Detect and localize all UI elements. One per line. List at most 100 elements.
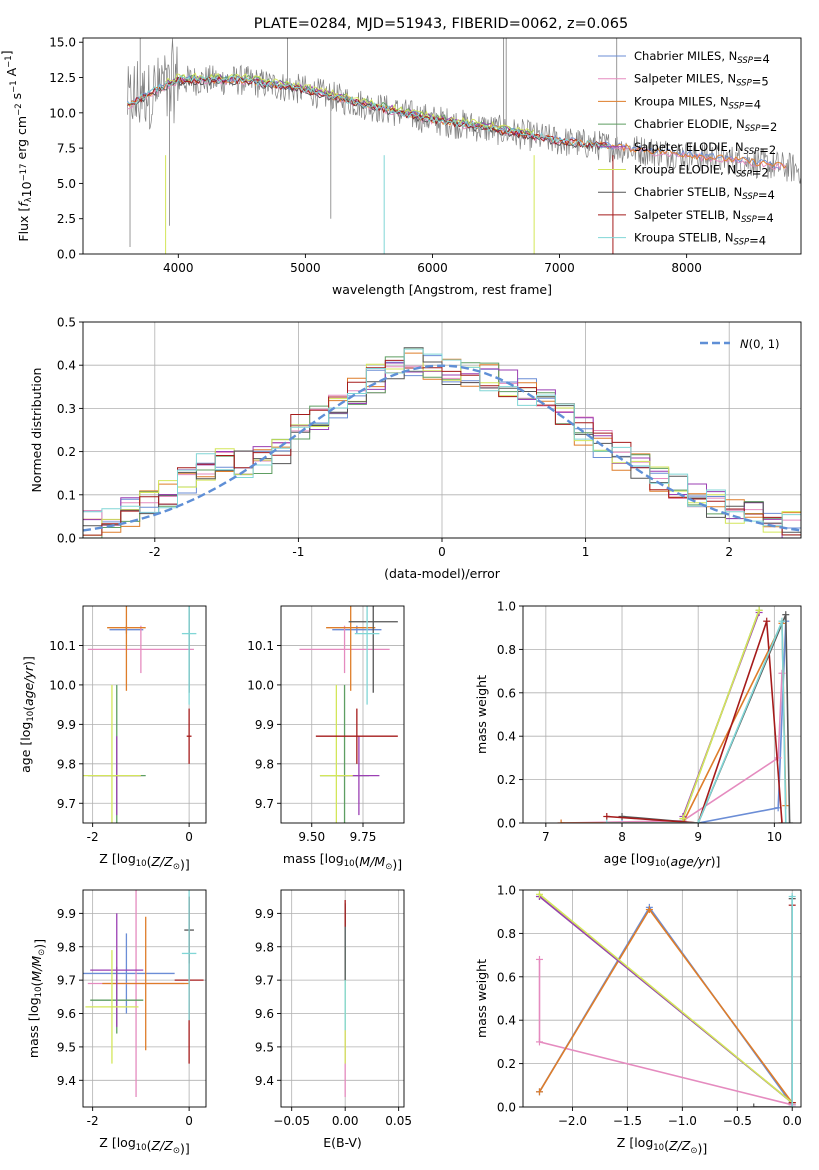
x-tick-label: 1 (582, 545, 590, 559)
x-axis-label: E(B-V) (323, 1135, 362, 1150)
panel-age_vs_mass: 9.50 9.75 9.7 9.8 9.9 10.0 10.1 mass [log10(M/M… (247, 605, 405, 872)
grid (83, 890, 206, 1107)
y-tick-label: 0.3 (57, 402, 76, 416)
weight-line-kroupa-stelib (606, 620, 787, 823)
plot-area (299, 606, 398, 823)
y-tick-label: 9.7 (57, 797, 76, 811)
plot-area (535, 890, 796, 1107)
y-tick-label: 9.8 (255, 940, 274, 954)
ticks: −0.05 0.00 0.05 9.4 9.5 9.6 9.7 9.8 9.9 (255, 907, 412, 1128)
y-tick-label: 9.8 (255, 757, 274, 771)
grid (83, 606, 206, 823)
y-tick-label: 9.4 (57, 1074, 76, 1088)
axes-frame (82, 37, 802, 255)
legend-label-kroupa-elodie: Kroupa ELODIE, NSSP=2 (634, 163, 769, 180)
x-tick-label: −0.05 (273, 1114, 310, 1128)
x-tick-label: 9 (694, 830, 702, 844)
x-axis-label: Z [log10(Z/Z⊙)] (99, 851, 189, 872)
x-tick-label: −0.5 (723, 1114, 752, 1128)
ticks: -2 0 9.4 9.5 9.6 9.7 9.8 9.9 (57, 907, 193, 1128)
y-tick-label: 9.8 (57, 757, 76, 771)
plot-area (127, 38, 801, 254)
model-line-kroupa-stelib (127, 75, 611, 150)
legend-label-salpeter-stelib: Salpeter STELIB, NSSP=4 (634, 208, 774, 225)
y-axis-label: mass [log10(M/M⊙)] (26, 939, 47, 1058)
ticks: -2 -1 0 1 2 0.0 0.1 0.2 0.3 0.4 0.5 (57, 316, 733, 560)
x-axis-label: mass [log10(M/M⊙)] (283, 851, 402, 872)
weight-line-kroupa-miles (561, 623, 787, 823)
spectrum-data-line (127, 38, 801, 184)
y-tick-label: 0.0 (497, 1101, 516, 1115)
y-tick-label: 12.5 (49, 71, 76, 85)
x-tick-label: 9.75 (350, 830, 377, 844)
x-tick-label: -2 (149, 545, 161, 559)
legend-label-kroupa-miles: Kroupa MILES, NSSP=4 (634, 94, 761, 111)
axes-frame (82, 321, 802, 539)
legend-label-salpeter-miles: Salpeter MILES, NSSP=5 (634, 72, 769, 89)
y-tick-label: 9.8 (57, 940, 76, 954)
y-tick-label: 9.9 (255, 718, 274, 732)
y-tick-label: 2.5 (57, 212, 76, 226)
panel-age_vs_Z: -2 0 9.7 9.8 9.9 10.0 10.1 Z [log10(Z/Z⊙)] age [… (18, 605, 207, 872)
y-tick-label: 0.2 (57, 445, 76, 459)
panel-weight_vs_Z: −2.0 −1.5 −1.0 −0.5 0.0 0.0 0.2 0.4 0.6 0.8 1.0 Z [… (474, 884, 802, 1157)
x-tick-label: 2 (725, 545, 733, 559)
y-tick-label: 0.4 (497, 1014, 516, 1028)
normal-curve (83, 364, 801, 532)
y-tick-label: 0.8 (497, 643, 516, 657)
x-tick-label: −2.0 (558, 1114, 587, 1128)
grid (281, 890, 404, 1107)
y-axis-label: mass weight (474, 959, 489, 1038)
ticks: −2.0 −1.5 −1.0 −0.5 0.0 0.0 0.2 0.4 0.6 0.8 1.0 (497, 884, 802, 1129)
legend-label-kroupa-stelib: Kroupa STELIB, NSSP=4 (634, 231, 766, 248)
legend-label-normal: N(0, 1) (740, 337, 780, 351)
x-tick-label: -2 (87, 830, 99, 844)
plot-area (83, 347, 801, 538)
y-tick-label: 9.5 (57, 1040, 76, 1054)
y-tick-label: 9.6 (57, 1007, 76, 1021)
hist-chabrier-stelib (83, 347, 801, 533)
x-tick-label: -2 (87, 1114, 99, 1128)
y-tick-label: 0.1 (57, 488, 76, 502)
y-tick-label: 0.0 (57, 248, 76, 262)
panel-mass_vs_EBV: −0.05 0.00 0.05 9.4 9.5 9.6 9.7 9.8 9.9 E(B-V) (255, 889, 412, 1150)
legend-label-salpeter-elodie: Salpeter ELODIE, NSSP=2 (634, 140, 776, 157)
y-tick-label: 15.0 (49, 36, 76, 50)
panel-weight_vs_age: 7 8 9 10 0.0 0.2 0.4 0.6 0.8 1.0 age [log10(age/yr… (474, 600, 802, 869)
x-axis-label: Z [log10(Z/Z⊙)] (99, 1135, 189, 1156)
figure-title: PLATE=0284, MJD=51943, FIBERID=0062, z=0… (254, 16, 628, 32)
weight-line-kroupa-elodie (682, 610, 760, 819)
axes-frame (82, 889, 207, 1108)
y-tick-label: 0.2 (497, 1057, 516, 1071)
y-axis-label: mass weight (474, 675, 489, 754)
panel-residuals: -2 -1 0 1 2 0.0 0.1 0.2 0.3 0.4 0.5 N(0, 1) (data-mo… (29, 316, 802, 581)
x-axis-label: wavelength [Angstrom, rest frame] (332, 282, 552, 297)
weight-line-chabrier-miles (538, 905, 793, 1106)
weight-line-salpeter-stelib (606, 620, 783, 823)
y-tick-label: 9.7 (255, 974, 274, 988)
y-tick-label: 1.0 (497, 600, 516, 614)
panel-spectrum: 4000 5000 6000 7000 8000 0.0 2.5 5.0 7.5 10.0 12.5… (0, 36, 802, 297)
ticks: 7 8 9 10 0.0 0.2 0.4 0.6 0.8 1.0 (497, 600, 782, 845)
hist-salpeter-stelib (83, 359, 801, 536)
weight-line-kroupa-elodie (538, 893, 793, 1104)
x-tick-label: 0 (185, 830, 193, 844)
y-tick-label: 9.4 (255, 1074, 274, 1088)
y-tick-label: 9.7 (57, 974, 76, 988)
axes-frame (82, 605, 207, 824)
axes-frame (522, 605, 802, 824)
model-line-chabrier-stelib (127, 77, 611, 151)
y-tick-label: 0.4 (57, 359, 76, 373)
axes-frame (280, 605, 405, 824)
model-line-chabrier-elodie (165, 74, 535, 136)
legend-label-chabrier-miles: Chabrier MILES, NSSP=4 (634, 49, 770, 66)
legend-label-chabrier-stelib: Chabrier STELIB, NSSP=4 (634, 185, 775, 202)
ticks: -2 0 9.7 9.8 9.9 10.0 10.1 (49, 639, 193, 844)
y-axis-label: Normed distribution (29, 368, 44, 493)
y-tick-label: 10.1 (247, 639, 274, 653)
y-tick-label: 10.0 (49, 106, 76, 120)
x-tick-label: 0 (438, 545, 446, 559)
x-tick-label: 0.00 (332, 1114, 359, 1128)
y-tick-label: 9.9 (255, 907, 274, 921)
